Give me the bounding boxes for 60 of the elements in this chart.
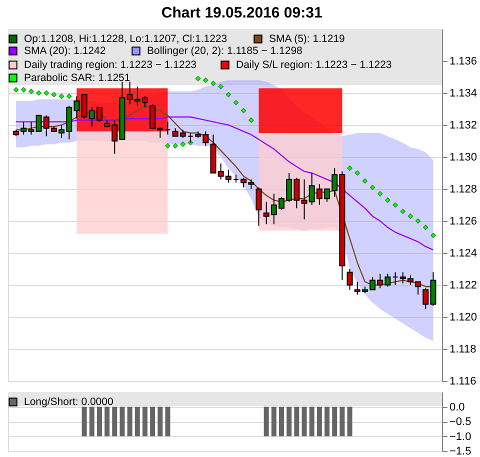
point [422, 224, 428, 230]
point [233, 100, 239, 106]
point [248, 118, 254, 123]
legend-label: Daily S/L region: 1.1223 − 1.1223 [236, 59, 392, 71]
candlestick [392, 272, 398, 286]
point [203, 78, 208, 83]
legend-label: SMA (20): 1.1242 [24, 45, 106, 57]
point [430, 232, 436, 238]
point [66, 94, 72, 99]
point [20, 87, 26, 92]
y-tick-label: 1.124 [450, 248, 478, 260]
point [354, 170, 360, 176]
y-tick-label: 1.128 [450, 184, 478, 196]
point [165, 143, 170, 148]
point [180, 142, 186, 147]
y-tick-label: 1.120 [450, 312, 478, 324]
y-tick-label: 1.132 [450, 120, 478, 132]
point [370, 184, 376, 190]
point [195, 76, 201, 82]
candlestick [346, 268, 353, 290]
y-tick-label: 1.134 [450, 88, 478, 100]
y-tick-label: 1.136 [450, 56, 478, 68]
y-tick-label: −1.0 [450, 430, 472, 443]
legend-label: Long/Short: 0.0000 [24, 396, 114, 408]
legend-label: Bollinger (20, 2): 1.1185 − 1.1298 [147, 45, 303, 57]
y-tick-label: 1.122 [450, 280, 478, 292]
y-tick-label: 1.126 [450, 216, 478, 228]
point [13, 87, 19, 92]
candlestick [256, 186, 262, 226]
point [51, 92, 57, 98]
legend-label: Op:1.1208, Hi:1.1228, Lo:1.1207, Cl:1.1223 [24, 33, 228, 45]
chart-title: Chart 19.05.2016 09:31 [161, 4, 322, 22]
legend-label: Parabolic SAR: 1.1251 [24, 72, 130, 84]
point [36, 90, 42, 96]
point [392, 202, 398, 208]
y-tick-label: 0.0 [450, 401, 465, 414]
point [218, 84, 224, 90]
point [172, 143, 178, 148]
candlestick [187, 132, 194, 144]
point [58, 94, 64, 99]
point [408, 214, 414, 219]
point [44, 90, 50, 96]
y-tick-label: 1.118 [450, 344, 476, 356]
point [226, 92, 232, 98]
y-tick-label: −1.5 [450, 446, 472, 457]
point [377, 191, 383, 196]
point [28, 88, 34, 94]
point [385, 198, 390, 203]
point [400, 208, 406, 214]
point [347, 166, 352, 171]
y-tick-label: −0.5 [450, 416, 472, 428]
point [362, 178, 368, 184]
point [240, 108, 246, 114]
point [415, 218, 421, 224]
candlestick [164, 121, 171, 136]
legend-label: Daily trading region: 1.1223 − 1.1223 [24, 59, 197, 71]
y-tick-label: 1.116 [450, 376, 476, 388]
y-tick-label: 1.130 [450, 152, 478, 164]
point [210, 80, 216, 86]
legend-label: SMA (5): 1.1219 [269, 33, 346, 45]
